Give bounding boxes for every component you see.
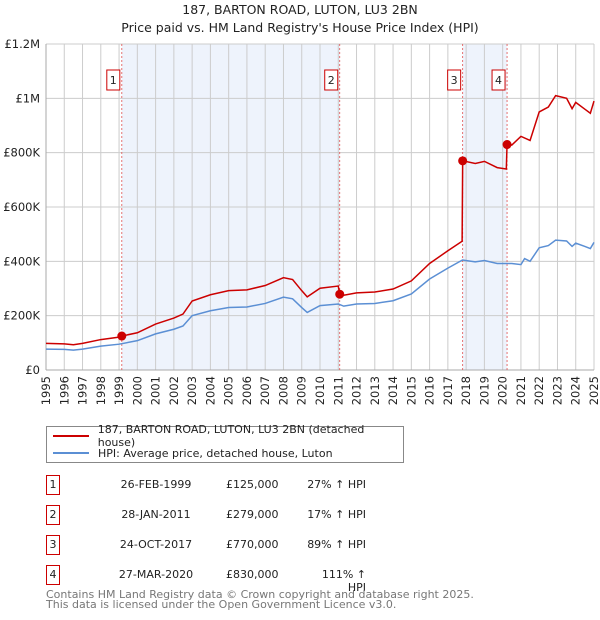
- sale-hpi-diff: 111% ↑ HPI: [321, 568, 366, 594]
- sale-point: [117, 331, 127, 341]
- sale-marker-label: 4: [495, 74, 502, 87]
- sale-marker-box: [491, 69, 506, 91]
- x-tick-label: 2000: [130, 376, 144, 405]
- x-tick-label: 2021: [514, 376, 528, 405]
- x-tick-label: 2007: [258, 376, 272, 405]
- sale-date: 28-JAN-2011: [121, 508, 191, 521]
- x-tick-label: 2012: [350, 376, 364, 405]
- x-tick-label: 2018: [459, 376, 473, 405]
- sale-marker-label: 3: [46, 535, 60, 555]
- x-tick-label: 2019: [477, 376, 491, 405]
- legend-item-property: 187, BARTON ROAD, LUTON, LU3 2BN (detach…: [53, 423, 403, 449]
- sale-marker-label: 1: [110, 74, 117, 87]
- chart-subtitle: Price paid vs. HM Land Registry's House …: [121, 20, 479, 35]
- footer: Contains HM Land Registry data © Crown c…: [46, 588, 474, 611]
- x-tick-label: 1999: [112, 376, 126, 405]
- x-tick-label: 2022: [532, 376, 546, 405]
- x-tick-label: 2016: [423, 376, 437, 405]
- x-tick-label: 2015: [404, 376, 418, 405]
- y-tick-label: £0: [25, 363, 40, 377]
- x-tick-label: 2023: [550, 376, 564, 405]
- sale-marker-box: [106, 69, 121, 91]
- x-tick-label: 2024: [569, 376, 583, 405]
- sale-marker-label: 4: [46, 565, 60, 585]
- sale-price: £830,000: [226, 568, 279, 581]
- sale-price: £770,000: [226, 538, 279, 551]
- y-tick-label: £400K: [3, 254, 40, 268]
- sale-marker-box: [447, 69, 462, 91]
- sale-row: 1 26-FEB-1999 £125,000 27% ↑ HPI: [46, 475, 446, 495]
- legend-swatch-red: [53, 435, 89, 437]
- series-line-hpi: [45, 239, 595, 351]
- x-tick-label: 2020: [496, 376, 510, 405]
- sale-row: 4 27-MAR-2020 £830,000 111% ↑ HPI: [46, 565, 446, 594]
- sale-date: 26-FEB-1999: [120, 478, 192, 491]
- y-tick-label: £800K: [3, 146, 40, 160]
- y-tick-label: £600K: [3, 200, 40, 214]
- x-tick-label: 2014: [386, 376, 400, 405]
- sale-marker-label: 1: [46, 475, 60, 495]
- legend-label: HPI: Average price, detached house, Luto…: [98, 446, 333, 460]
- x-tick-label: 2011: [331, 376, 345, 405]
- x-tick-label: 2017: [441, 376, 455, 405]
- x-tick-label: 2008: [276, 376, 290, 405]
- sale-marker-label: 2: [46, 505, 60, 525]
- y-tick-label: £1.2M: [4, 37, 40, 51]
- x-tick-label: 2003: [185, 376, 199, 405]
- sale-date: 27-MAR-2020: [118, 568, 194, 581]
- footer-line: This data is licensed under the Open Gov…: [46, 598, 397, 611]
- x-tick-label: 2013: [368, 376, 382, 405]
- x-tick-label: 1997: [76, 376, 90, 405]
- x-tick-label: 2002: [167, 376, 181, 405]
- legend: 187, BARTON ROAD, LUTON, LU3 2BN (detach…: [46, 423, 404, 463]
- x-tick-label: 1995: [39, 376, 53, 405]
- sale-row: 2 28-JAN-2011 £279,000 17% ↑ HPI: [46, 505, 446, 525]
- x-tick-label: 2004: [203, 376, 217, 405]
- x-tick-label: 2010: [313, 376, 327, 405]
- legend-item-hpi: HPI: Average price, detached house, Luto…: [53, 445, 333, 461]
- y-tick-label: £200K: [3, 309, 40, 323]
- x-tick-label: 2025: [587, 376, 600, 405]
- footer-line: Contains HM Land Registry data © Crown c…: [46, 588, 474, 601]
- legend-swatch-blue: [53, 452, 89, 454]
- sale-hpi-diff: 17% ↑ HPI: [307, 508, 366, 521]
- series-line-property: [45, 94, 595, 346]
- sale-hpi-diff: 27% ↑ HPI: [307, 478, 366, 491]
- sale-marker-box: [324, 69, 339, 91]
- chart-title: 187, BARTON ROAD, LUTON, LU3 2BN: [182, 2, 418, 17]
- sale-point: [458, 156, 468, 166]
- sale-date: 24-OCT-2017: [119, 538, 193, 551]
- x-tick-label: 2009: [295, 376, 309, 405]
- sale-marker-label: 2: [328, 74, 335, 87]
- x-tick-label: 2001: [149, 376, 163, 405]
- sale-price: £279,000: [226, 508, 279, 521]
- y-tick-label: £1M: [15, 91, 40, 105]
- sale-hpi-diff: 89% ↑ HPI: [307, 538, 366, 551]
- sale-marker-label: 3: [451, 74, 458, 87]
- x-tick-label: 2005: [222, 376, 236, 405]
- x-tick-label: 2006: [240, 376, 254, 405]
- sale-price: £125,000: [226, 478, 279, 491]
- plot-area: £0 £200K £400K £600K £800K £1M £1.2M 1995 1996 19…: [3, 37, 600, 405]
- sale-point: [335, 289, 345, 299]
- sale-point: [502, 140, 512, 150]
- legend-label: 187, BARTON ROAD, LUTON, LU3 2BN (detach…: [97, 423, 365, 449]
- x-tick-label: 1996: [57, 376, 71, 405]
- sale-row: 3 24-OCT-2017 £770,000 89% ↑ HPI: [46, 535, 446, 555]
- x-tick-label: 1998: [94, 376, 108, 405]
